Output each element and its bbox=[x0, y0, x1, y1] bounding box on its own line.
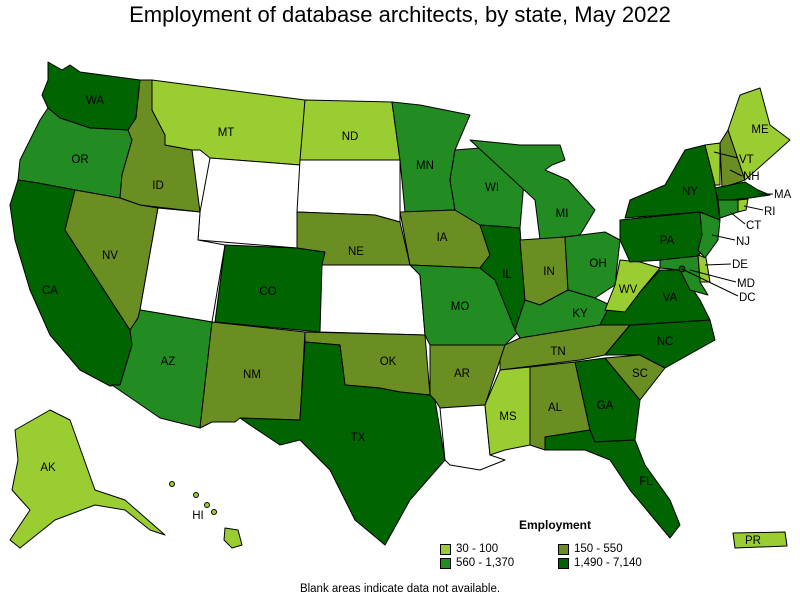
state-ME[interactable] bbox=[727, 87, 791, 181]
label-IL: IL bbox=[502, 269, 512, 281]
label-WI: WI bbox=[485, 182, 499, 194]
leader-CT bbox=[729, 211, 746, 225]
legend-item-0: 30 - 100 bbox=[440, 543, 558, 555]
label-MS: MS bbox=[499, 411, 517, 423]
label-PA: PA bbox=[660, 235, 675, 247]
label-ME: ME bbox=[751, 124, 769, 136]
state-HI[interactable] bbox=[223, 527, 243, 549]
state-NM[interactable] bbox=[199, 321, 306, 429]
label-ND: ND bbox=[342, 131, 359, 143]
label-KY: KY bbox=[572, 308, 588, 320]
leader-NH bbox=[729, 169, 743, 177]
label-AR: AR bbox=[454, 368, 470, 380]
state-FL[interactable] bbox=[544, 429, 681, 539]
label-MN: MN bbox=[416, 160, 434, 172]
label-NY: NY bbox=[682, 186, 698, 198]
legend-swatch-0 bbox=[440, 543, 451, 555]
label-MA: MA bbox=[774, 189, 792, 201]
leader-DC bbox=[681, 268, 739, 297]
label-OR: OR bbox=[71, 154, 88, 166]
label-NE: NE bbox=[348, 246, 364, 258]
label-DE: DE bbox=[732, 259, 748, 271]
label-OH: OH bbox=[589, 258, 606, 270]
label-IN: IN bbox=[543, 266, 555, 278]
legend-title: Employment bbox=[518, 518, 591, 532]
label-TX: TX bbox=[351, 432, 366, 444]
label-HI: HI bbox=[192, 510, 204, 522]
legend-label-2: 560 - 1,370 bbox=[456, 557, 515, 569]
label-NC: NC bbox=[657, 336, 674, 348]
label-MD: MD bbox=[737, 278, 755, 290]
state-VT[interactable] bbox=[704, 142, 721, 186]
label-SC: SC bbox=[632, 368, 648, 380]
state-NY[interactable] bbox=[624, 144, 721, 221]
legend-label-3: 1,490 - 7,140 bbox=[574, 557, 642, 569]
state-MI[interactable] bbox=[469, 139, 596, 241]
label-VT: VT bbox=[739, 154, 754, 166]
leader-NJ bbox=[711, 234, 736, 241]
state-RI[interactable] bbox=[737, 198, 749, 213]
legend-label-1: 150 - 550 bbox=[574, 543, 623, 555]
state-PR[interactable] bbox=[732, 531, 788, 549]
label-AK: AK bbox=[40, 462, 56, 474]
state-HI-islet-3 bbox=[204, 502, 210, 508]
label-WA: WA bbox=[86, 95, 104, 107]
state-HI-islet-4 bbox=[211, 509, 217, 515]
label-MI: MI bbox=[556, 208, 569, 220]
leader-VT bbox=[713, 151, 739, 159]
label-RI: RI bbox=[764, 206, 776, 218]
legend: Employment 30 - 100 150 - 550 560 - 1,37… bbox=[440, 518, 670, 569]
label-IA: IA bbox=[437, 232, 448, 244]
state-AK[interactable] bbox=[9, 409, 166, 549]
legend-label-0: 30 - 100 bbox=[456, 543, 499, 555]
legend-swatch-2 bbox=[440, 557, 451, 569]
legend-item-1: 150 - 550 bbox=[558, 543, 670, 555]
state-HI-islet-2 bbox=[193, 492, 199, 498]
label-CT: CT bbox=[746, 220, 761, 232]
map-title: Employment of database architects, by st… bbox=[129, 2, 671, 27]
label-NM: NM bbox=[243, 369, 261, 381]
label-CO: CO bbox=[259, 286, 276, 298]
state-MD[interactable] bbox=[659, 255, 709, 296]
label-AZ: AZ bbox=[161, 356, 176, 368]
state-TX[interactable] bbox=[239, 341, 446, 546]
label-MT: MT bbox=[218, 127, 235, 139]
legend-swatch-1 bbox=[558, 543, 569, 555]
footnote: Blank areas indicate data not available. bbox=[299, 583, 501, 595]
label-TN: TN bbox=[550, 346, 565, 358]
label-GA: GA bbox=[597, 400, 614, 412]
legend-swatch-3 bbox=[558, 557, 569, 569]
label-PR: PR bbox=[745, 535, 761, 547]
label-ID: ID bbox=[152, 180, 164, 192]
label-AL: AL bbox=[548, 402, 563, 414]
label-VA: VA bbox=[663, 292, 678, 304]
label-CA: CA bbox=[42, 285, 58, 297]
state-CT[interactable] bbox=[717, 199, 739, 219]
legend-item-2: 560 - 1,370 bbox=[440, 557, 558, 569]
leader-RI bbox=[743, 205, 764, 211]
label-NH: NH bbox=[743, 171, 760, 183]
state-WV[interactable] bbox=[604, 259, 661, 313]
state-KS[interactable] bbox=[319, 264, 426, 336]
leader-DE bbox=[704, 263, 732, 266]
state-WY[interactable] bbox=[197, 157, 301, 249]
label-DC: DC bbox=[739, 292, 756, 304]
label-OK: OK bbox=[380, 356, 397, 368]
state-ND[interactable] bbox=[299, 99, 401, 161]
state-HI-islet-1 bbox=[169, 481, 175, 487]
label-NV: NV bbox=[102, 250, 118, 262]
leader-MD bbox=[689, 269, 737, 283]
legend-item-3: 1,490 - 7,140 bbox=[558, 557, 670, 569]
label-FL: FL bbox=[639, 476, 653, 488]
label-WV: WV bbox=[619, 284, 638, 296]
label-NJ: NJ bbox=[736, 236, 750, 248]
label-MO: MO bbox=[451, 301, 470, 313]
